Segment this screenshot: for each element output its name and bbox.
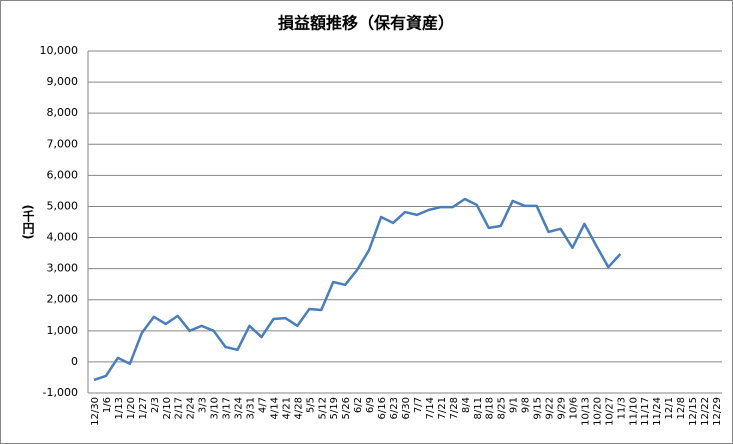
x-tick-label: 2/24 bbox=[186, 397, 197, 419]
x-tick-label: 8/4 bbox=[461, 397, 472, 413]
y-tick-label: 2,000 bbox=[47, 293, 79, 306]
x-tick-label: 6/30 bbox=[401, 397, 412, 419]
x-tick-label: 2/17 bbox=[174, 397, 185, 419]
x-tick-label: 10/13 bbox=[580, 397, 591, 426]
x-tick-label: 6/2 bbox=[353, 397, 364, 413]
x-tick-label: 9/29 bbox=[557, 397, 568, 419]
x-tick-label: 10/27 bbox=[604, 397, 615, 426]
y-tick-label: 10,000 bbox=[40, 44, 79, 57]
x-tick-label: 11/17 bbox=[640, 397, 651, 426]
y-tick-label: 4,000 bbox=[47, 231, 79, 244]
y-tick-label: 9,000 bbox=[47, 75, 79, 88]
y-tick-label: 0 bbox=[71, 355, 78, 368]
x-tick-label: 7/21 bbox=[437, 397, 448, 419]
x-tick-label: 11/3 bbox=[616, 397, 627, 419]
x-tick-label: 8/18 bbox=[485, 397, 496, 419]
x-tick-label: 9/22 bbox=[545, 397, 556, 419]
x-tick-label: 7/28 bbox=[449, 397, 460, 419]
x-tick-label: 6/16 bbox=[377, 397, 388, 419]
x-tick-label: 5/5 bbox=[305, 397, 316, 413]
x-tick-label: 1/27 bbox=[138, 397, 149, 419]
x-tick-label: 12/22 bbox=[700, 397, 711, 426]
y-tick-label: 8,000 bbox=[47, 106, 79, 119]
line-series bbox=[93, 197, 622, 382]
x-tick-label: 5/12 bbox=[317, 397, 328, 419]
x-tick-label: 7/14 bbox=[425, 397, 436, 419]
y-axis-label: (千円) bbox=[21, 205, 35, 240]
x-tick-label: 5/19 bbox=[329, 397, 340, 419]
x-tick-label: 4/21 bbox=[281, 397, 292, 419]
y-tick-label: -1,000 bbox=[43, 386, 78, 399]
x-tick-label: 4/14 bbox=[269, 397, 280, 419]
x-tick-label: 4/7 bbox=[257, 397, 268, 413]
x-tick-label: 3/10 bbox=[210, 397, 221, 419]
x-tick-label: 10/20 bbox=[592, 397, 603, 426]
x-tick-label: 8/11 bbox=[473, 397, 484, 419]
x-tick-label: 12/1 bbox=[664, 397, 675, 419]
x-tick-label: 1/20 bbox=[126, 397, 137, 419]
x-tick-label: 12/15 bbox=[688, 397, 699, 426]
y-tick-label: 6,000 bbox=[47, 168, 79, 181]
x-tick-label: 3/31 bbox=[245, 397, 256, 419]
x-tick-label: 1/6 bbox=[102, 397, 113, 413]
x-tick-label: 11/24 bbox=[652, 397, 663, 426]
x-tick-label: 1/13 bbox=[114, 397, 125, 419]
x-tick-label: 7/7 bbox=[413, 397, 424, 413]
x-tick-label: 6/23 bbox=[389, 397, 400, 419]
x-tick-label: 9/1 bbox=[509, 397, 520, 413]
chart-title: 損益額推移（保有資産） bbox=[278, 14, 454, 33]
y-tick-label: 7,000 bbox=[47, 137, 79, 150]
x-tick-label: 3/17 bbox=[222, 397, 233, 419]
x-tick-label: 8/25 bbox=[497, 397, 508, 419]
y-tick-label: 5,000 bbox=[47, 199, 79, 212]
y-tick-label: 3,000 bbox=[47, 262, 79, 275]
x-tick-label: 11/10 bbox=[628, 397, 639, 426]
x-tick-label: 3/3 bbox=[198, 397, 209, 413]
x-tick-label: 12/30 bbox=[90, 397, 101, 426]
y-tick-label: 1,000 bbox=[47, 324, 79, 337]
x-tick-label: 6/9 bbox=[365, 397, 376, 413]
x-tick-label: 2/10 bbox=[162, 397, 173, 419]
x-tick-label: 9/8 bbox=[521, 397, 532, 413]
x-tick-label: 2/3 bbox=[150, 397, 161, 413]
x-tick-label: 3/24 bbox=[234, 397, 245, 419]
x-tick-label: 4/28 bbox=[293, 397, 304, 419]
x-tick-label: 12/8 bbox=[676, 397, 687, 419]
x-tick-label: 9/15 bbox=[533, 397, 544, 419]
x-tick-label: 12/29 bbox=[712, 397, 723, 426]
x-tick-label: 10/6 bbox=[568, 397, 579, 419]
x-tick-label: 5/26 bbox=[341, 397, 352, 419]
